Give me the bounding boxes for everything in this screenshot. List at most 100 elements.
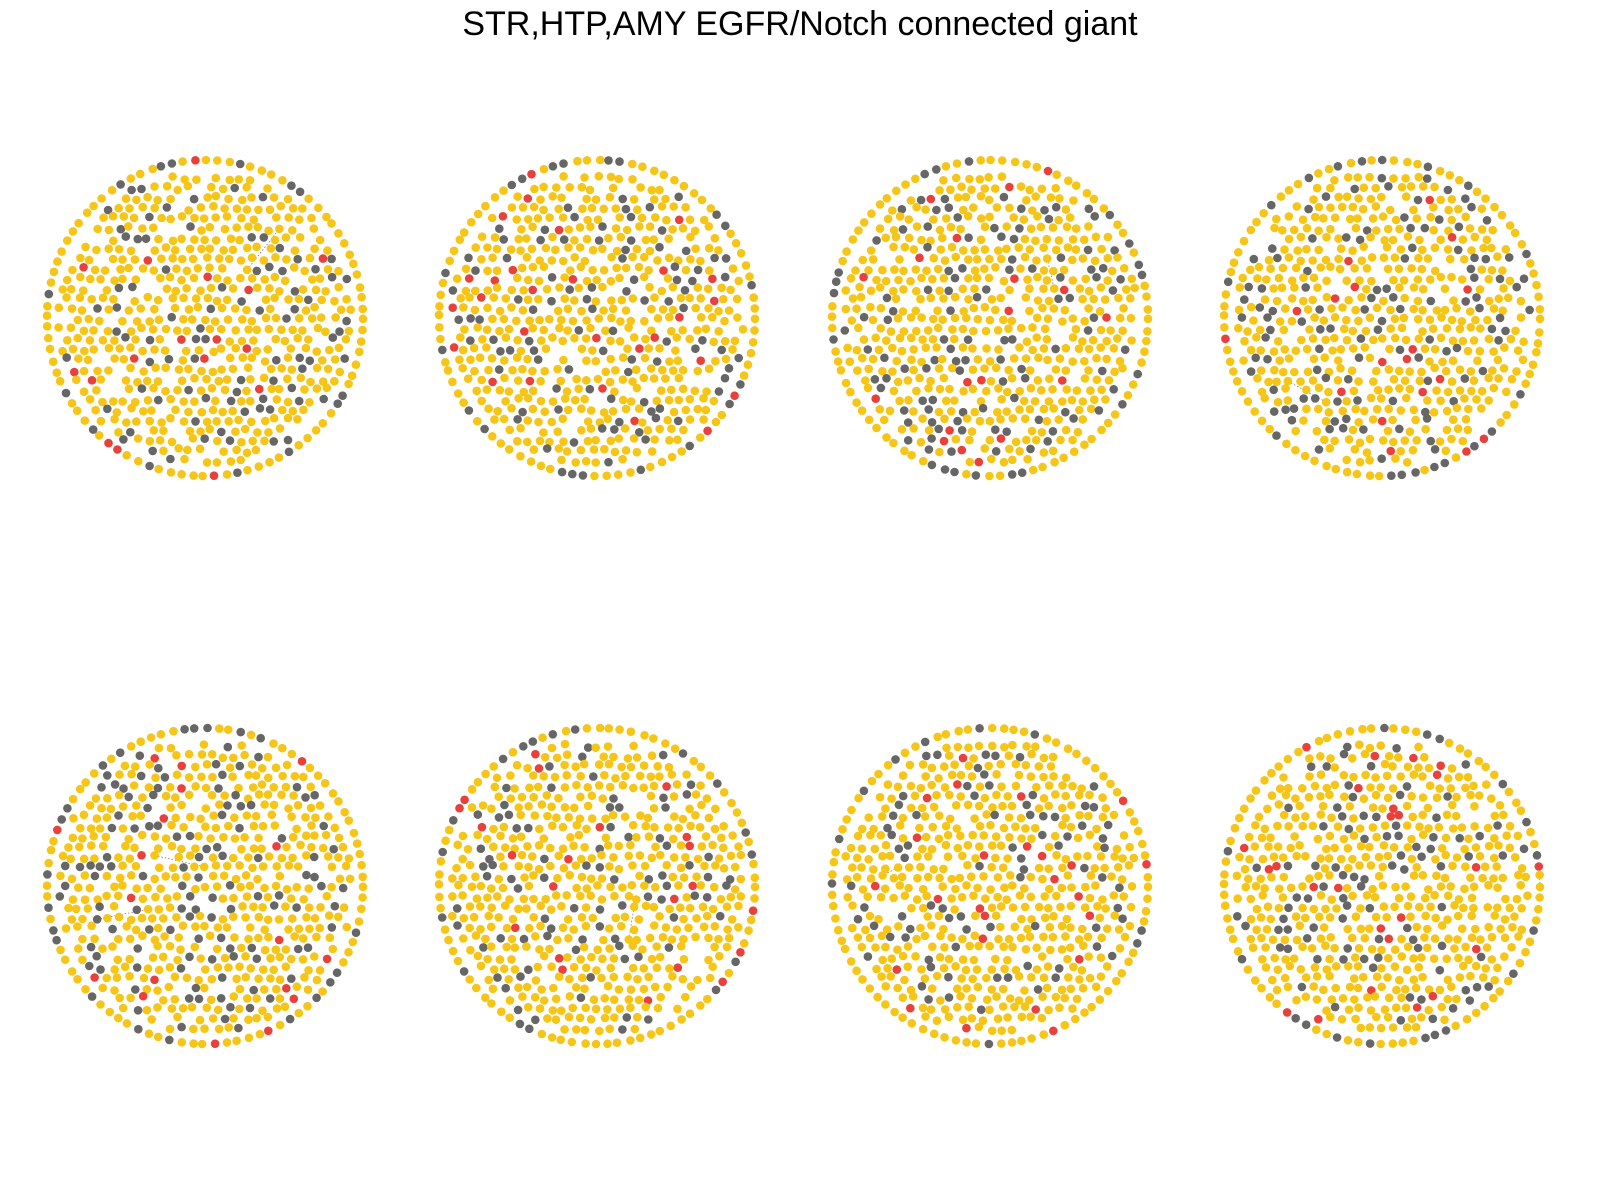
node-yellow xyxy=(962,313,971,323)
node-yellow xyxy=(1464,404,1473,414)
node-yellow xyxy=(1019,727,1029,736)
node-yellow xyxy=(1369,335,1378,345)
node-yellow xyxy=(877,812,887,821)
node-gray xyxy=(57,815,66,824)
node-yellow xyxy=(1113,334,1122,343)
node-red xyxy=(1463,285,1472,294)
node-yellow xyxy=(1365,924,1374,933)
node-yellow xyxy=(657,457,667,467)
node-yellow xyxy=(1219,890,1229,899)
node-yellow xyxy=(1354,418,1363,427)
node-red xyxy=(150,754,159,763)
node-yellow xyxy=(218,753,228,763)
node-yellow xyxy=(518,364,527,374)
node-gray xyxy=(888,811,898,820)
node-yellow xyxy=(158,952,168,962)
node-yellow xyxy=(358,325,367,335)
node-yellow xyxy=(1014,972,1024,981)
node-gray xyxy=(916,195,926,205)
node-yellow xyxy=(891,232,901,242)
node-yellow xyxy=(1452,853,1462,862)
node-red xyxy=(1022,842,1032,851)
node-yellow xyxy=(1466,367,1476,376)
node-yellow xyxy=(1308,376,1318,385)
node-gray xyxy=(645,202,655,212)
node-yellow xyxy=(260,275,270,284)
node-yellow xyxy=(535,256,544,265)
node-yellow xyxy=(1458,235,1468,244)
node-gray xyxy=(731,957,740,967)
node-yellow xyxy=(934,774,943,783)
node-yellow xyxy=(281,945,291,954)
node-yellow xyxy=(1028,345,1037,355)
node-yellow xyxy=(166,468,176,477)
node-yellow xyxy=(1058,863,1067,873)
node-yellow xyxy=(1295,921,1305,930)
node-gray xyxy=(657,895,666,904)
node-yellow xyxy=(1453,424,1463,434)
node-gray xyxy=(1365,903,1375,913)
node-yellow xyxy=(616,317,625,326)
node-yellow xyxy=(705,973,715,983)
node-yellow xyxy=(1305,772,1314,781)
node-yellow xyxy=(483,266,492,276)
node-yellow xyxy=(277,325,286,335)
node-yellow xyxy=(1301,973,1311,982)
node-yellow xyxy=(244,934,253,944)
node-yellow xyxy=(1355,861,1364,870)
node-yellow xyxy=(1342,335,1352,345)
node-yellow xyxy=(522,252,532,262)
node-yellow xyxy=(1287,316,1297,326)
node-gray xyxy=(1089,313,1099,323)
node-yellow xyxy=(564,1012,574,1022)
node-yellow xyxy=(1332,904,1341,913)
node-yellow xyxy=(1101,904,1110,913)
node-yellow xyxy=(704,955,713,965)
node-yellow xyxy=(1022,337,1032,347)
node-yellow xyxy=(574,830,584,840)
node-yellow xyxy=(132,417,141,426)
node-gray xyxy=(479,862,488,871)
node-yellow xyxy=(1353,173,1362,182)
node-red xyxy=(126,893,136,903)
node-yellow xyxy=(1388,1023,1398,1032)
node-gray xyxy=(962,925,971,934)
node-yellow xyxy=(710,824,720,834)
node-yellow xyxy=(1232,871,1242,881)
node-yellow xyxy=(237,397,246,406)
node-yellow xyxy=(944,751,954,760)
node-yellow xyxy=(1397,952,1407,961)
node-yellow xyxy=(1488,225,1497,235)
node-yellow xyxy=(1354,944,1364,953)
node-yellow xyxy=(313,323,323,333)
node-yellow xyxy=(693,975,702,985)
node-yellow xyxy=(1118,228,1128,238)
node-yellow xyxy=(726,851,736,861)
node-gray xyxy=(604,156,613,165)
node-yellow xyxy=(1303,367,1313,377)
node-yellow xyxy=(617,921,626,931)
node-yellow xyxy=(205,424,214,434)
network-panel-4 xyxy=(1219,155,1545,481)
node-yellow xyxy=(1042,335,1052,344)
node-yellow xyxy=(139,973,149,983)
node-gray xyxy=(103,771,112,780)
node-yellow xyxy=(1072,386,1082,395)
node-yellow xyxy=(537,800,547,809)
node-yellow xyxy=(689,756,699,766)
node-gray xyxy=(720,373,730,383)
node-yellow xyxy=(1383,264,1393,274)
node-yellow xyxy=(617,295,627,305)
node-gray xyxy=(1092,942,1102,951)
node-yellow xyxy=(866,246,876,255)
node-yellow xyxy=(868,315,878,325)
node-yellow xyxy=(330,355,340,364)
node-yellow xyxy=(1125,808,1135,817)
node-yellow xyxy=(1457,924,1467,933)
node-yellow xyxy=(1447,434,1456,444)
node-gray xyxy=(501,983,511,993)
node-yellow xyxy=(1357,293,1366,302)
node-yellow xyxy=(909,245,919,254)
node-yellow xyxy=(1143,327,1152,336)
node-yellow xyxy=(889,242,898,252)
